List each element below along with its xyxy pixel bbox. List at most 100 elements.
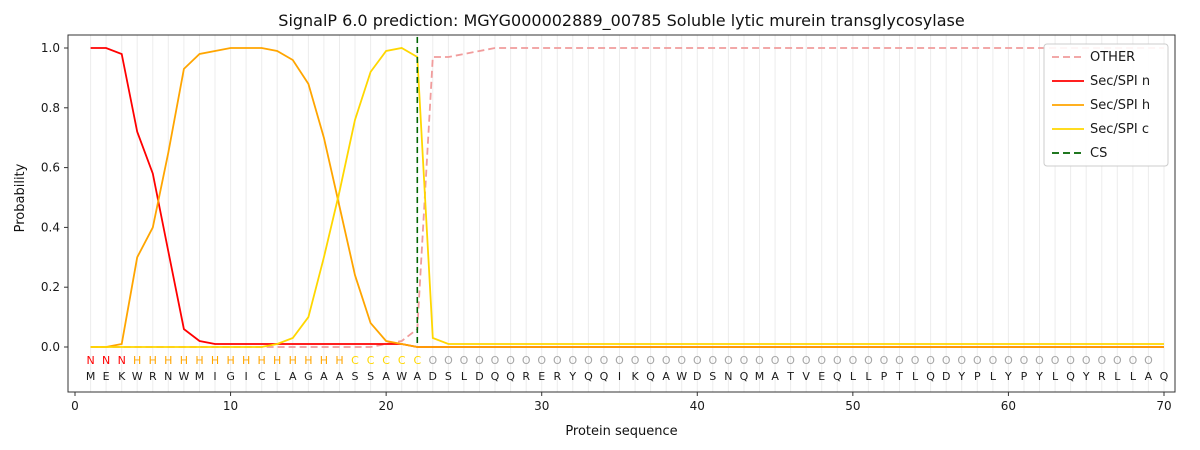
y-tick-label: 0.6 [41, 161, 60, 175]
region-label: O [1082, 354, 1091, 367]
legend-label: Sec/SPI n [1090, 74, 1150, 89]
region-label: O [786, 354, 795, 367]
residue-letter: L [990, 370, 997, 383]
residue-letter: A [320, 370, 328, 383]
region-label: O [926, 354, 935, 367]
residue-letter: Q [1066, 370, 1075, 383]
residue-letter: W [132, 370, 143, 383]
region-label: H [133, 354, 141, 367]
region-label: O [1035, 354, 1044, 367]
residue-letter: P [974, 370, 981, 383]
y-tick-label: 0.2 [41, 280, 60, 294]
residue-letter: A [414, 370, 422, 383]
residue-letter: L [865, 370, 872, 383]
region-label: O [568, 354, 577, 367]
region-label: O [428, 354, 437, 367]
region-label: O [833, 354, 842, 367]
residue-letter: Q [926, 370, 935, 383]
residue-letter: I [618, 370, 621, 383]
region-label: H [211, 354, 219, 367]
x-tick-label: 40 [690, 399, 705, 413]
region-label: C [382, 354, 390, 367]
x-tick-label: 50 [845, 399, 860, 413]
region-label: C [351, 354, 359, 367]
region-label: O [693, 354, 702, 367]
residue-letter: Q [1160, 370, 1169, 383]
region-label: O [1051, 354, 1060, 367]
y-tick-label: 1.0 [41, 41, 60, 55]
residue-letter: L [912, 370, 919, 383]
region-label: O [1113, 354, 1122, 367]
residue-letter: Q [491, 370, 500, 383]
region-label: O [942, 354, 951, 367]
region-label: O [522, 354, 531, 367]
residue-letter: T [895, 370, 903, 383]
x-tick-label: 10 [223, 399, 238, 413]
residue-letter: W [396, 370, 407, 383]
residue-letter: D [942, 370, 950, 383]
region-label: O [1144, 354, 1153, 367]
residue-letter: K [118, 370, 126, 383]
region-label: O [755, 354, 764, 367]
x-tick-label: 0 [71, 399, 79, 413]
region-label: H [164, 354, 172, 367]
residue-letter: L [1130, 370, 1137, 383]
region-label: O [895, 354, 904, 367]
region-label: H [304, 354, 312, 367]
residue-letter: M [755, 370, 765, 383]
region-label: O [537, 354, 546, 367]
region-label: O [491, 354, 500, 367]
residue-letter: A [1145, 370, 1153, 383]
residue-letter: L [850, 370, 857, 383]
region-label: O [444, 354, 453, 367]
residue-letter: L [274, 370, 281, 383]
region-label: O [708, 354, 717, 367]
gridlines [90, 35, 1165, 392]
residue-letter: A [662, 370, 670, 383]
residue-letter: D [429, 370, 437, 383]
legend-label: Sec/SPI h [1090, 98, 1150, 113]
region-label: O [989, 354, 998, 367]
residue-letter: L [1052, 370, 1059, 383]
y-tick-label: 0.8 [41, 101, 60, 115]
region-label: O [864, 354, 873, 367]
region-label: O [553, 354, 562, 367]
region-label: O [849, 354, 858, 367]
residue-letter: Q [506, 370, 515, 383]
x-tick-label: 60 [1001, 399, 1016, 413]
residue-letter: L [1114, 370, 1121, 383]
region-label: O [646, 354, 655, 367]
region-label: O [973, 354, 982, 367]
residue-letter: M [195, 370, 205, 383]
legend-item-other: OTHER [1052, 50, 1135, 65]
residue-letter: E [103, 370, 110, 383]
residue-letter: P [881, 370, 888, 383]
legend-item-sec-spi-c: Sec/SPI c [1052, 122, 1149, 137]
region-label: O [911, 354, 920, 367]
residue-letter: Q [833, 370, 842, 383]
residue-letter: K [631, 370, 639, 383]
region-label: O [1097, 354, 1106, 367]
region-label: H [335, 354, 343, 367]
region-label: O [1129, 354, 1138, 367]
legend: OTHER Sec/SPI n Sec/SPI h Sec/SPI c CS [1043, 43, 1169, 167]
residue-letter: I [244, 370, 247, 383]
residue-letter: D [693, 370, 701, 383]
plot-border [67, 34, 1176, 393]
residue-letter: N [724, 370, 732, 383]
region-label: H [180, 354, 188, 367]
legend-item-cs: CS [1052, 146, 1107, 161]
region-label: O [1066, 354, 1075, 367]
region-label: H [149, 354, 157, 367]
region-label: C [367, 354, 375, 367]
region-label: O [631, 354, 640, 367]
residue-letter: A [382, 370, 390, 383]
legend-label: OTHER [1090, 50, 1135, 65]
region-label: O [677, 354, 686, 367]
region-label: H [226, 354, 234, 367]
residue-letter: R [1098, 370, 1106, 383]
region-label: O [1020, 354, 1029, 367]
residue-letter: V [802, 370, 810, 383]
region-label: H [242, 354, 250, 367]
